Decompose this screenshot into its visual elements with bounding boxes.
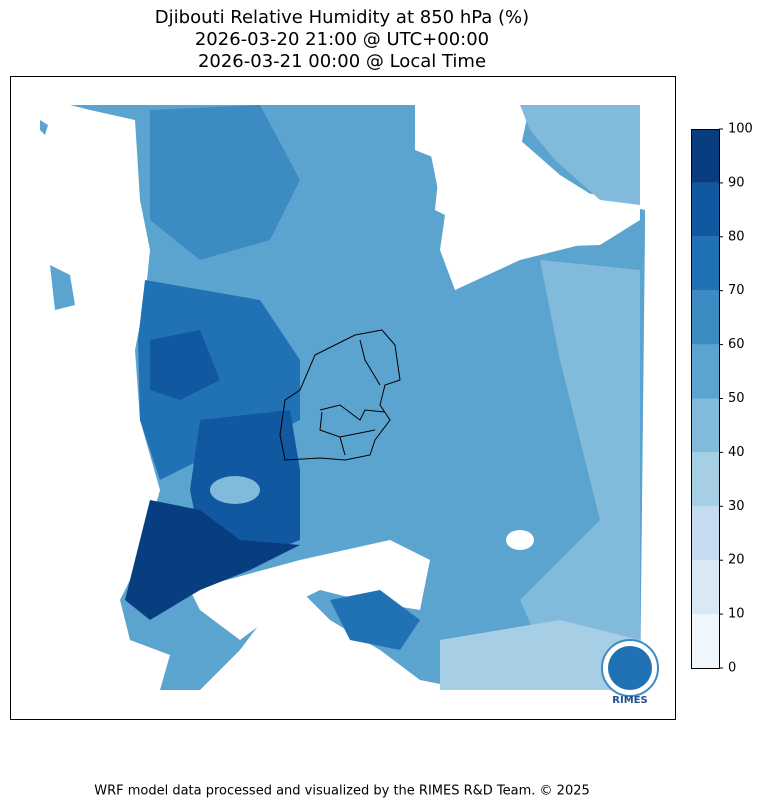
colorbar-tick-label: 0	[728, 661, 736, 676]
colorbar-tick-label: 60	[728, 337, 745, 352]
humidity-field	[150, 330, 220, 400]
colorbar: 0 10 20 30 40 50 60 70 80 90 100	[691, 122, 753, 676]
colorbar-band	[691, 129, 719, 183]
humidity-field	[520, 260, 640, 690]
humidity-field	[150, 105, 300, 260]
colorbar-band	[691, 236, 719, 291]
colorbar-band	[691, 560, 719, 615]
colorbar-tick-label: 70	[728, 283, 745, 298]
country-border	[279, 329, 401, 461]
region-border	[319, 339, 386, 456]
humidity-field	[440, 620, 640, 690]
footer: WRF model data processed and visualized …	[94, 784, 590, 799]
colorbar-tick-label: 50	[728, 391, 745, 406]
humidity-field	[520, 105, 640, 205]
colorbar-tick-label: 100	[728, 122, 753, 137]
colorbar-band	[691, 344, 719, 399]
colorbar-band	[691, 398, 719, 453]
land-gap	[506, 530, 534, 550]
colorbar-band	[691, 290, 719, 345]
colorbar-band	[691, 452, 719, 507]
humidity-field	[125, 500, 300, 620]
humidity-field	[330, 590, 420, 650]
colorbar-tick-label: 20	[728, 553, 745, 568]
colorbar-band	[691, 614, 719, 668]
colorbar-band	[691, 506, 719, 561]
land-gap	[415, 105, 530, 200]
colorbar-tick-label: 90	[728, 175, 745, 190]
humidity-field	[210, 476, 260, 504]
humidity-field	[40, 120, 75, 310]
title: Djibouti Relative Humidity at 850 hPa (%…	[155, 7, 529, 28]
colorbar-tick-label: 30	[728, 499, 745, 514]
colorbar-tick-label: 40	[728, 445, 745, 460]
land-gap	[190, 540, 430, 640]
subtitle: 2026-03-21 00:00 @ Local Time	[198, 51, 486, 72]
map: RIMES	[10, 76, 676, 720]
subtitle: 2026-03-20 21:00 @ UTC+00:00	[195, 29, 489, 50]
logo-label: RIMES	[612, 695, 647, 706]
land-gap	[440, 190, 640, 250]
colorbar-tick-label: 80	[728, 229, 745, 244]
logo-globe	[608, 646, 652, 690]
colorbar-band	[691, 182, 719, 237]
colorbar-tick-label: 10	[728, 607, 745, 622]
logo: RIMES	[601, 639, 659, 706]
